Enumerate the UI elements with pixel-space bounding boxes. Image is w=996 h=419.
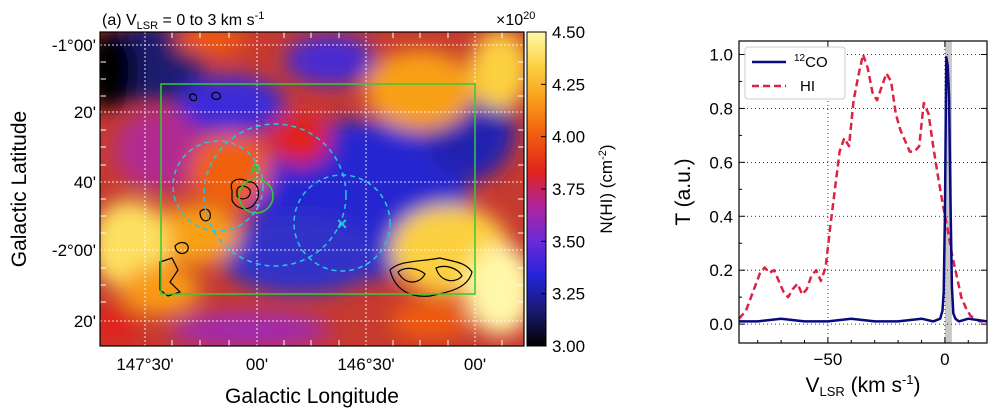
spectrum-ytick-label-5: 1.0 [709, 45, 733, 64]
heatmap-xlabel: Galactic Longitude [225, 385, 399, 408]
spectrum-ylabel: T (a.u.) [672, 158, 695, 225]
green-region-box [160, 83, 476, 295]
ytick-label-0: -1°00' [52, 36, 96, 55]
colorbar-tick-label-4: 3.50 [552, 232, 585, 251]
heatmap-ylabel: Galactic Latitude [8, 111, 31, 267]
colorbar-tick-label-1: 4.25 [552, 75, 585, 94]
green-circle [238, 178, 274, 214]
spectrum-ytick-label-2: 0.4 [709, 207, 733, 226]
spectrum-xtick-label-1: 0 [940, 350, 949, 369]
spectrum-ytick-label-4: 0.8 [709, 99, 733, 118]
colorbar-tick-label-3: 3.75 [552, 180, 585, 199]
colorbar-label: N(HI) (cm-2) [597, 144, 616, 233]
spectrum-grid [739, 41, 987, 343]
marker-label-a: A [250, 160, 260, 176]
heatmap-xticks: 147°30' 00' 146°30' 00' [116, 355, 486, 374]
spectrum-frame [738, 40, 988, 344]
cyan-circle-2 [203, 123, 347, 267]
heatmap-title: (a) VLSR = 0 to 3 km s-1 [102, 10, 264, 32]
cyan-circles [172, 123, 391, 272]
colorbar-tick-label-6: 3.00 [552, 337, 585, 356]
heatmap-frame [99, 31, 525, 347]
xtick-label-0: 147°30' [116, 355, 173, 374]
colorbar-tick-label-2: 4.00 [552, 128, 585, 147]
spectrum-legend: 12CO HI [744, 46, 846, 100]
spectrum-ytick-label-3: 0.6 [709, 153, 733, 172]
legend-label-co: 12CO [794, 53, 828, 71]
ytick-label-2: 40' [74, 173, 96, 192]
colorbar: 4.50 4.25 4.00 3.75 3.50 3.25 3.00 ×1020 N(HI)… [496, 10, 616, 356]
series-line-hi [738, 53, 987, 323]
spectrum-xlabel: VLSR (km s-1) [805, 372, 920, 399]
spectrum-ticks: 0.0 0.2 0.4 0.6 0.8 1.0 −50 0 [709, 41, 987, 369]
xtick-label-1: 00' [246, 355, 268, 374]
cyan-circle-1 [172, 140, 264, 232]
xtick-label-2: 146°30' [337, 355, 394, 374]
ytick-label-3: -2°00' [52, 241, 96, 260]
spectrum-ytick-label-1: 0.2 [709, 261, 733, 280]
heatmap-image: A × [100, 32, 524, 346]
cyan-circle-3 [293, 174, 391, 272]
minor-ticks [100, 32, 524, 346]
heatmap-yticks: -1°00' 20' 40' -2°00' 20' [52, 36, 96, 331]
colorbar-tick-label-0: 4.50 [552, 23, 585, 42]
ytick-label-4: 20' [74, 312, 96, 331]
colorbar-tick-label-5: 3.25 [552, 285, 585, 304]
integration-band [944, 41, 952, 343]
xtick-label-3: 00' [464, 355, 486, 374]
heatmap-panel: A × (a) VLSR = 0 to 3 km s-1 -1°00' 20' … [8, 10, 525, 408]
series-line-12co [739, 55, 988, 323]
spectrum-ytick-label-0: 0.0 [709, 315, 733, 334]
ytick-label-1: 20' [74, 103, 96, 122]
spectrum-series [738, 53, 988, 323]
cross-marker: × [337, 214, 348, 234]
colorbar-ticks: 4.50 4.25 4.00 3.75 3.50 3.25 3.00 [541, 23, 585, 356]
legend-label-hi: HI [800, 78, 815, 95]
spectrum-xtick-label-0: −50 [813, 350, 842, 369]
colorbar-multiplier: ×1020 [496, 10, 535, 29]
spectrum-panel: 0.0 0.2 0.4 0.6 0.8 1.0 −50 0 12CO HI VLSR (km … [672, 40, 988, 399]
